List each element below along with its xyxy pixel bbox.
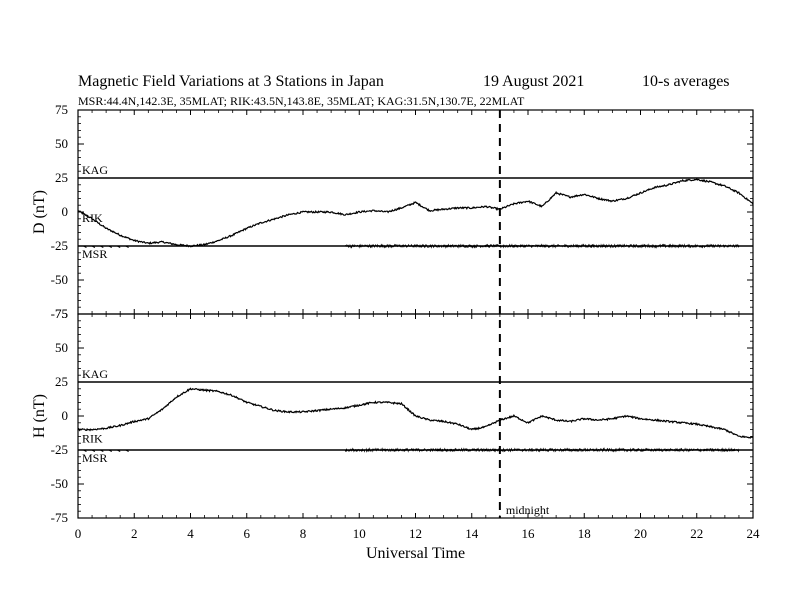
- series-label-rik: RIK: [82, 431, 103, 445]
- x-tick-label: 24: [747, 526, 761, 541]
- series-label-rik: RIK: [82, 211, 103, 225]
- y-tick-label: -75: [51, 306, 68, 321]
- y-tick-label: 75: [55, 102, 68, 117]
- series-label-msr: MSR: [82, 247, 107, 261]
- x-tick-label: 8: [300, 526, 307, 541]
- x-axis-label: Universal Time: [366, 545, 465, 562]
- series-msr-start-mark: [108, 449, 112, 452]
- y-tick-label: -25: [51, 442, 68, 457]
- series-msr-start-mark: [117, 245, 121, 248]
- x-tick-label: 2: [131, 526, 138, 541]
- series-rik-line: [77, 178, 754, 248]
- chart-date: 19 August 2021: [483, 73, 585, 90]
- series-msr-start-mark: [83, 245, 87, 248]
- x-tick-label: 6: [244, 526, 251, 541]
- series-msr-start-mark: [100, 449, 104, 452]
- series-msr-noise: [344, 447, 740, 453]
- series-msr-start-mark: [83, 449, 87, 452]
- x-tick-label: 0: [75, 526, 82, 541]
- chart-averaging: 10-s averages: [642, 73, 730, 90]
- y-axis-label: D (nT): [31, 190, 48, 234]
- series-msr-start-mark: [91, 245, 96, 248]
- series-msr-start-mark: [100, 245, 104, 248]
- midnight-label: midnight: [506, 503, 550, 517]
- series-msr-start-mark: [108, 245, 112, 248]
- series-rik-line: [77, 387, 754, 439]
- station-coordinates: MSR:44.4N,142.3E, 35MLAT; RIK:43.5N,143.…: [78, 94, 525, 108]
- series-msr-start-mark: [91, 449, 96, 452]
- y-tick-label: -50: [51, 272, 68, 287]
- x-tick-label: 4: [187, 526, 194, 541]
- series-msr-noise: [345, 243, 740, 249]
- y-tick-label: 50: [55, 340, 68, 355]
- series-label-kag: KAG: [82, 367, 108, 381]
- series-msr-start-mark: [117, 449, 121, 452]
- x-tick-label: 14: [465, 526, 479, 541]
- x-tick-label: 16: [522, 526, 536, 541]
- y-tick-label: -50: [51, 476, 68, 491]
- y-tick-label: 0: [62, 204, 69, 219]
- series-msr-start-mark: [125, 449, 129, 452]
- x-tick-label: 12: [409, 526, 422, 541]
- y-axis-label: H (nT): [31, 394, 48, 438]
- x-tick-label: 20: [634, 526, 647, 541]
- series-label-kag: KAG: [82, 163, 108, 177]
- y-tick-label: 25: [55, 170, 68, 185]
- panel-frame: [77, 109, 754, 315]
- y-tick-label: 0: [62, 408, 69, 423]
- x-tick-label: 10: [353, 526, 366, 541]
- y-tick-label: -25: [51, 238, 68, 253]
- x-tick-label: 22: [690, 526, 703, 541]
- chart-title: Magnetic Field Variations at 3 Stations …: [78, 73, 384, 90]
- series-msr-start-mark: [125, 245, 129, 248]
- series-label-msr: MSR: [82, 451, 107, 465]
- y-tick-label: -75: [51, 510, 68, 525]
- y-tick-label: 50: [55, 136, 68, 151]
- y-tick-label: 75: [55, 306, 68, 321]
- x-tick-label: 18: [578, 526, 591, 541]
- y-tick-label: 25: [55, 374, 68, 389]
